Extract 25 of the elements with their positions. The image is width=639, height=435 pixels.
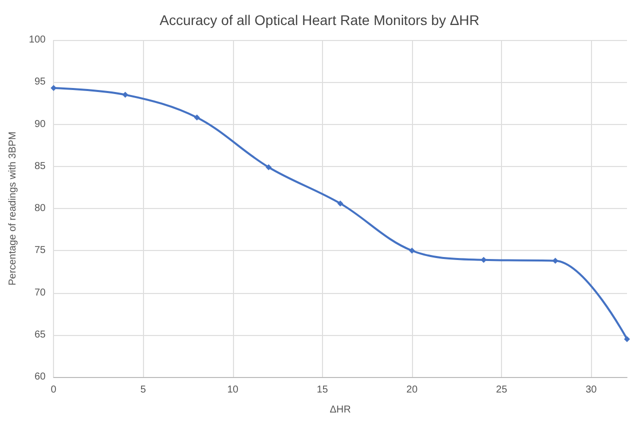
y-tick-label: 95 (34, 76, 46, 88)
point (266, 164, 272, 170)
x-tick-label: 10 (227, 384, 239, 396)
y-axis-title: Percentage of readings with 3BPM (8, 132, 18, 286)
point (408, 248, 415, 254)
chart-title: Accuracy of all Optical Heart Rate Monitors by ΔHR (160, 12, 480, 28)
point (337, 200, 344, 206)
x-tick-label: 20 (406, 384, 418, 396)
y-tick-label: 65 (34, 329, 46, 340)
y-tick-label: 90 (34, 118, 46, 130)
x-tick-label: 5 (140, 384, 146, 396)
point (122, 92, 128, 98)
y-tick-label: 85 (34, 160, 46, 172)
y-tick-label: 60 (34, 372, 46, 382)
point (624, 336, 630, 342)
x-axis-title: ΔHR (330, 404, 351, 416)
x-tick-label: 25 (496, 384, 508, 396)
y-tick-label: 75 (34, 245, 46, 256)
y-tick-label: 70 (34, 287, 46, 298)
x-tick-label: 30 (586, 384, 598, 396)
point (194, 114, 200, 121)
x-tick-label: 0 (50, 384, 57, 396)
x-tick-label: 15 (316, 384, 328, 396)
y-tick-label: 100 (28, 34, 46, 46)
y-tick-label: 80 (34, 203, 46, 214)
